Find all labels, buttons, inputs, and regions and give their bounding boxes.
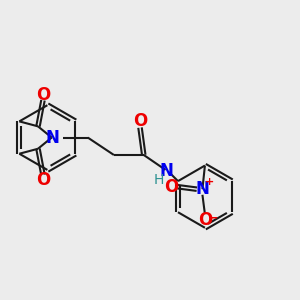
Text: O: O — [164, 178, 178, 196]
Text: O: O — [134, 112, 148, 130]
Text: O: O — [36, 85, 50, 103]
Text: O: O — [36, 172, 50, 190]
Text: −: − — [208, 211, 218, 224]
Text: N: N — [159, 161, 173, 179]
Text: O: O — [198, 211, 212, 229]
Text: N: N — [46, 129, 60, 147]
Text: N: N — [196, 180, 209, 198]
Text: +: + — [205, 177, 214, 187]
Text: H: H — [154, 173, 164, 187]
